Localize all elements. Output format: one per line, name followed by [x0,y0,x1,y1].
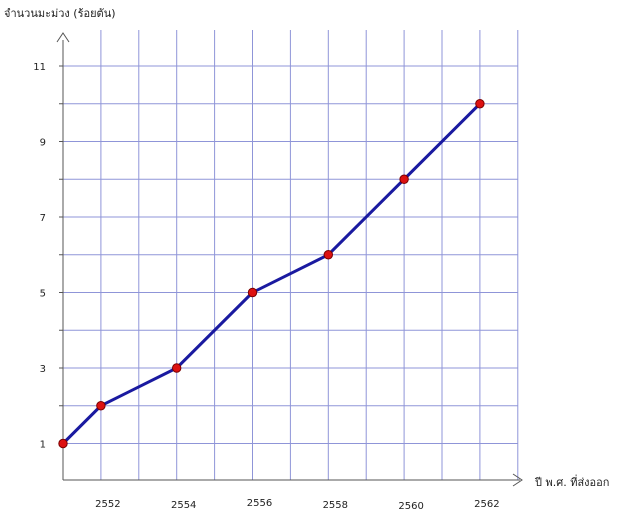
y-axis-arrow [56,32,70,43]
y-tick-label: 1 [40,440,46,451]
x-axis-title: ปี พ.ศ. ที่ส่งออก [534,474,610,489]
y-axis-title: จำนวนมะม่วง (ร้อยตัน) [4,7,116,20]
data-point [247,287,258,298]
x-tick-label: 2554 [171,500,196,511]
y-tick-label: 9 [40,138,46,149]
x-tick-label: 2552 [95,499,120,510]
y-tick-label: 11 [33,62,46,73]
x-axis-arrow [512,473,523,487]
y-tick-label: 5 [40,289,46,300]
x-tick-label: 2562 [474,499,499,510]
data-point [172,363,182,373]
series-group [58,99,485,449]
grid-lines [63,30,519,480]
x-tick-label: 2556 [247,498,272,509]
x-tick-label: 2560 [398,501,423,512]
data-point [399,174,409,184]
axes [56,32,523,487]
data-point [323,250,333,260]
y-tick-label: 7 [40,213,46,224]
data-point [96,401,106,411]
series-line [61,102,481,445]
data-point [58,438,68,449]
axis-ticks: 1 3 5 7 9 11 2552 2554 2556 2558 2560 2562 [33,62,499,512]
x-tick-label: 2558 [323,500,348,511]
data-point [475,99,485,109]
y-tick-label: 3 [40,364,46,375]
